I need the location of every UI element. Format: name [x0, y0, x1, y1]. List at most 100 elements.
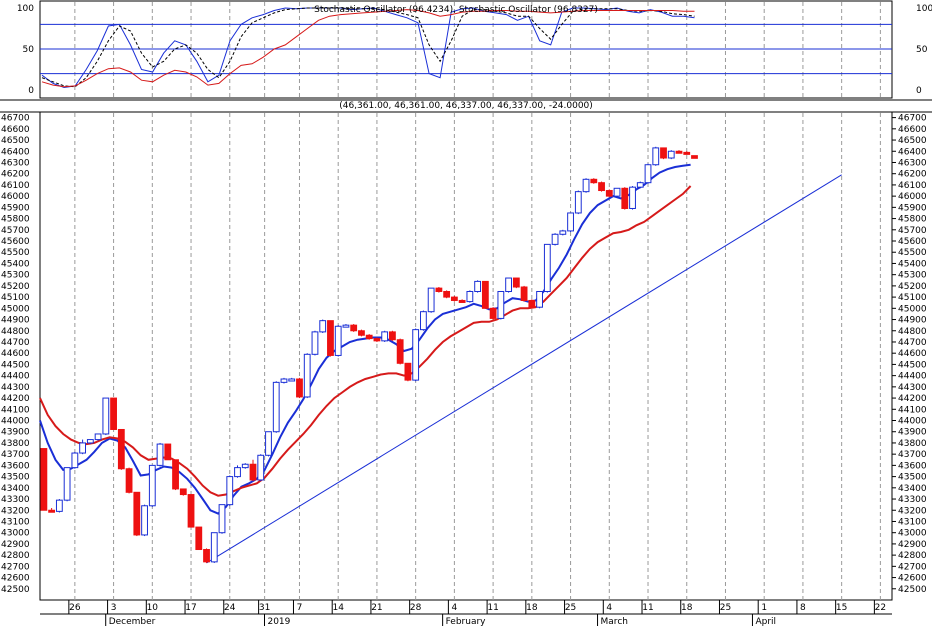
candle-up-body	[497, 290, 505, 319]
price-ytick-right: 45200	[898, 282, 927, 292]
price-ytick-left: 46000	[1, 192, 30, 202]
candle-up-body	[381, 331, 389, 342]
price-ytick-right: 44300	[898, 383, 927, 393]
osc-ytick-right: 50	[916, 45, 928, 55]
candle	[102, 397, 110, 436]
candle-up-body	[551, 233, 559, 245]
osc-title: Stochastic Oscillator (96.4234), Stochas…	[314, 5, 598, 15]
candle-down-body	[195, 526, 203, 551]
candle	[590, 178, 598, 184]
candle	[55, 499, 63, 513]
price-ytick-right: 44200	[898, 394, 927, 404]
month-label: March	[601, 617, 628, 626]
candle	[443, 290, 451, 299]
candle	[551, 233, 559, 246]
candle	[148, 464, 156, 507]
candle	[117, 428, 125, 470]
price-ytick-right: 44100	[898, 405, 927, 415]
candle-down-body	[125, 468, 133, 493]
price-ytick-right: 45100	[898, 293, 927, 303]
day-tick-label: 7	[297, 603, 303, 613]
candle-up-body	[102, 397, 110, 435]
candle	[636, 181, 644, 189]
candle-up-body	[156, 443, 164, 466]
candle-down-body	[443, 290, 451, 298]
candle-up-body	[427, 287, 435, 313]
candle-up-body	[582, 178, 590, 193]
day-tick-label: 11	[642, 603, 653, 613]
candle-up-body	[234, 467, 241, 478]
candle-down-body	[373, 338, 381, 342]
price-frame	[39, 111, 893, 601]
price-ytick-right: 45300	[898, 271, 927, 281]
candle	[652, 146, 660, 166]
candle-down-body	[489, 307, 497, 319]
candle-down-body	[164, 443, 172, 461]
price-title: (46,361.00, 46,361.00, 46,337.00, 46,337…	[339, 101, 593, 111]
price-ytick-left: 44200	[1, 394, 30, 404]
candle	[644, 163, 652, 184]
candle-up-body	[629, 186, 636, 209]
candle	[543, 243, 551, 293]
price-ytick-left: 42600	[1, 574, 30, 584]
candle-down-body	[660, 147, 667, 159]
candle-up-body	[55, 499, 63, 512]
candle	[489, 307, 497, 320]
price-ytick-left: 43100	[1, 517, 30, 527]
price-ytick-left: 46200	[1, 170, 30, 180]
candle-up-body	[342, 324, 350, 328]
price-ytick-right: 43200	[898, 506, 927, 516]
candle-up-body	[257, 454, 265, 481]
candle-up-body	[218, 504, 226, 534]
price-ytick-left: 43800	[1, 439, 30, 449]
candle-down-body	[133, 491, 141, 536]
candle	[203, 548, 210, 563]
price-ytick-right: 45000	[898, 304, 927, 314]
price-ytick-left: 43300	[1, 495, 30, 505]
candle-up-body	[466, 290, 474, 303]
price-ytick-left: 43500	[1, 473, 30, 483]
candle	[613, 187, 621, 198]
candle	[280, 377, 288, 384]
candle	[358, 329, 365, 337]
price-ytick-right: 42900	[898, 540, 927, 550]
price-ytick-left: 45800	[1, 215, 30, 225]
osc-ytick-right: 0	[916, 86, 922, 96]
candle-up-body	[141, 505, 148, 536]
price-ytick-left: 45600	[1, 237, 30, 247]
candle	[265, 431, 272, 457]
price-ytick-left: 45500	[1, 248, 30, 258]
price-ytick-left: 43200	[1, 506, 30, 516]
price-ytick-left: 44400	[1, 372, 30, 382]
candle	[71, 451, 79, 469]
moving-average-line	[39, 185, 692, 497]
price-ytick-right: 45700	[898, 226, 927, 236]
price-ytick-left: 46400	[1, 147, 30, 157]
osc-ytick-left: 0	[28, 86, 34, 96]
candle-up-body	[505, 277, 513, 292]
price-ytick-right: 44800	[898, 327, 927, 337]
month-label: February	[446, 617, 487, 626]
candle	[567, 212, 574, 233]
price-ytick-right: 45600	[898, 237, 927, 247]
candle	[63, 467, 71, 502]
candle-down-body	[203, 549, 210, 563]
price-ytick-left: 44500	[1, 360, 30, 370]
price-ytick-right: 43500	[898, 473, 927, 483]
candle	[187, 494, 195, 528]
price-ytick-right: 46600	[898, 125, 927, 135]
moving-average-line	[39, 163, 691, 515]
candle	[48, 508, 56, 513]
candle	[125, 467, 133, 494]
day-tick-label: 18	[526, 603, 538, 613]
candle-down-body	[389, 331, 396, 341]
candle-up-body	[288, 378, 296, 382]
candle-down-body	[528, 299, 536, 308]
candle-down-body	[598, 182, 605, 192]
candle-down-body	[590, 178, 598, 184]
candle	[179, 488, 187, 496]
price-ytick-right: 44600	[898, 349, 927, 359]
candle-up-body	[543, 243, 551, 292]
